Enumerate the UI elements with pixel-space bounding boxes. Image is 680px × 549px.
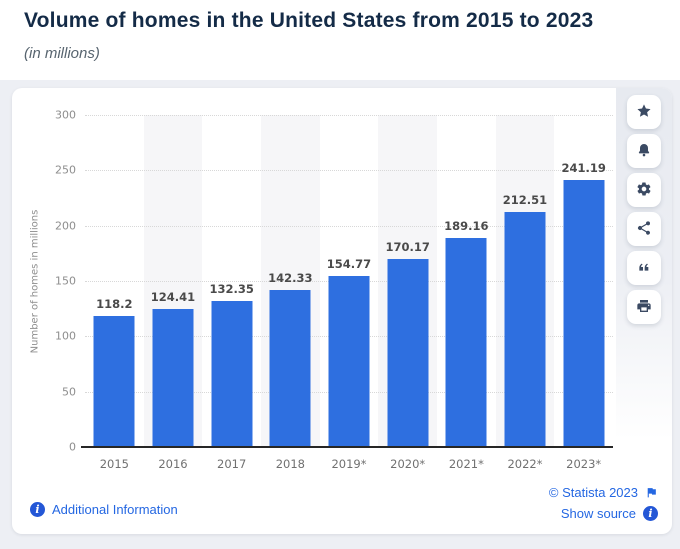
statista-copyright-link[interactable]: © Statista 2023: [549, 485, 658, 500]
y-axis-tick-label: 50: [62, 385, 76, 399]
y-axis-tick-label: 0: [69, 440, 76, 454]
star-icon: [636, 103, 652, 122]
bar-value-label: 170.17: [385, 239, 430, 254]
y-axis-tick-label: 150: [55, 274, 76, 288]
x-axis-label: 2016: [158, 457, 188, 471]
bar[interactable]: [211, 300, 253, 447]
page-subtitle: (in millions): [24, 45, 100, 62]
x-axis-label: 2015: [99, 457, 129, 471]
category-column: 212.51 2022*: [496, 115, 555, 471]
share-button[interactable]: [627, 212, 661, 246]
favorite-button[interactable]: [627, 95, 661, 129]
category-column: 142.33 2018: [261, 115, 320, 472]
flag-icon: [645, 486, 658, 499]
bar[interactable]: [387, 258, 429, 447]
additional-information-link[interactable]: i Additional Information: [30, 502, 178, 517]
category-column: 124.41 2016: [144, 115, 203, 471]
gridline: [85, 225, 613, 227]
settings-button[interactable]: [627, 173, 661, 207]
gridline: [85, 170, 613, 172]
bar[interactable]: [93, 316, 135, 447]
x-axis-label: 2020*: [390, 457, 426, 471]
bar[interactable]: [328, 275, 370, 447]
print-button[interactable]: [627, 290, 661, 324]
bar[interactable]: [504, 211, 546, 447]
chart-card: Number of homes in millions 0 50 100 150 200…: [12, 88, 672, 534]
show-source-label: Show source: [560, 506, 636, 521]
bar[interactable]: [269, 289, 311, 447]
category-column: 118.2 2015: [85, 115, 144, 471]
category-column: 241.19 2023*: [554, 115, 613, 471]
bar-value-label: 241.19: [561, 161, 606, 176]
bar[interactable]: [563, 180, 605, 447]
bar[interactable]: [445, 237, 487, 447]
x-axis-label: 2018: [275, 457, 305, 471]
plot-area: Number of homes in millions 0 50 100 150 200…: [30, 109, 613, 472]
bar-value-label: 118.2: [96, 297, 133, 312]
bar-value-label: 132.35: [209, 281, 254, 296]
printer-icon: [636, 298, 652, 317]
x-axis-label: 2021*: [448, 457, 484, 471]
quote-icon: [636, 259, 652, 278]
additional-information-label: Additional Information: [52, 502, 178, 517]
copyright-label: © Statista 2023: [548, 485, 638, 500]
alerts-button[interactable]: [627, 134, 661, 168]
share-icon: [636, 220, 652, 239]
y-axis-tick-label: 300: [55, 108, 76, 122]
info-icon: i: [30, 502, 45, 517]
show-source-link[interactable]: Show source i: [561, 506, 658, 521]
bar-value-label: 189.16: [444, 218, 489, 233]
cite-button[interactable]: [627, 251, 661, 285]
info-icon: i: [643, 506, 658, 521]
category-column: 132.35 2017: [202, 115, 261, 471]
x-axis-label: 2017: [217, 457, 247, 471]
y-axis-tick-label: 200: [55, 219, 76, 233]
category-column: 170.17 2020*: [378, 115, 437, 471]
x-axis-label: 2023*: [566, 457, 602, 471]
toolbar: [616, 88, 672, 440]
gear-icon: [636, 181, 652, 200]
bar-value-label: 142.33: [268, 270, 313, 285]
x-axis-line: [81, 446, 613, 448]
gridline: [85, 115, 613, 116]
x-axis-label: 2019*: [331, 457, 367, 471]
y-axis-title: Number of homes in millions: [29, 209, 41, 353]
bar-value-label: 154.77: [326, 256, 372, 271]
page-header: Volume of homes in the United States fro…: [0, 0, 680, 80]
x-axis-label: 2022*: [507, 457, 543, 471]
y-axis-tick-label: 250: [55, 163, 76, 177]
bell-icon: [636, 142, 652, 161]
bar-value-label: 124.41: [150, 290, 196, 305]
category-column: 154.77 2019*: [320, 115, 379, 471]
bar[interactable]: [152, 309, 194, 447]
y-axis-tick-label: 100: [55, 329, 76, 343]
bar-value-label: 212.51: [502, 192, 548, 207]
page-title: Volume of homes in the United States fro…: [24, 9, 594, 32]
category-column: 189.16 2021*: [437, 115, 496, 471]
